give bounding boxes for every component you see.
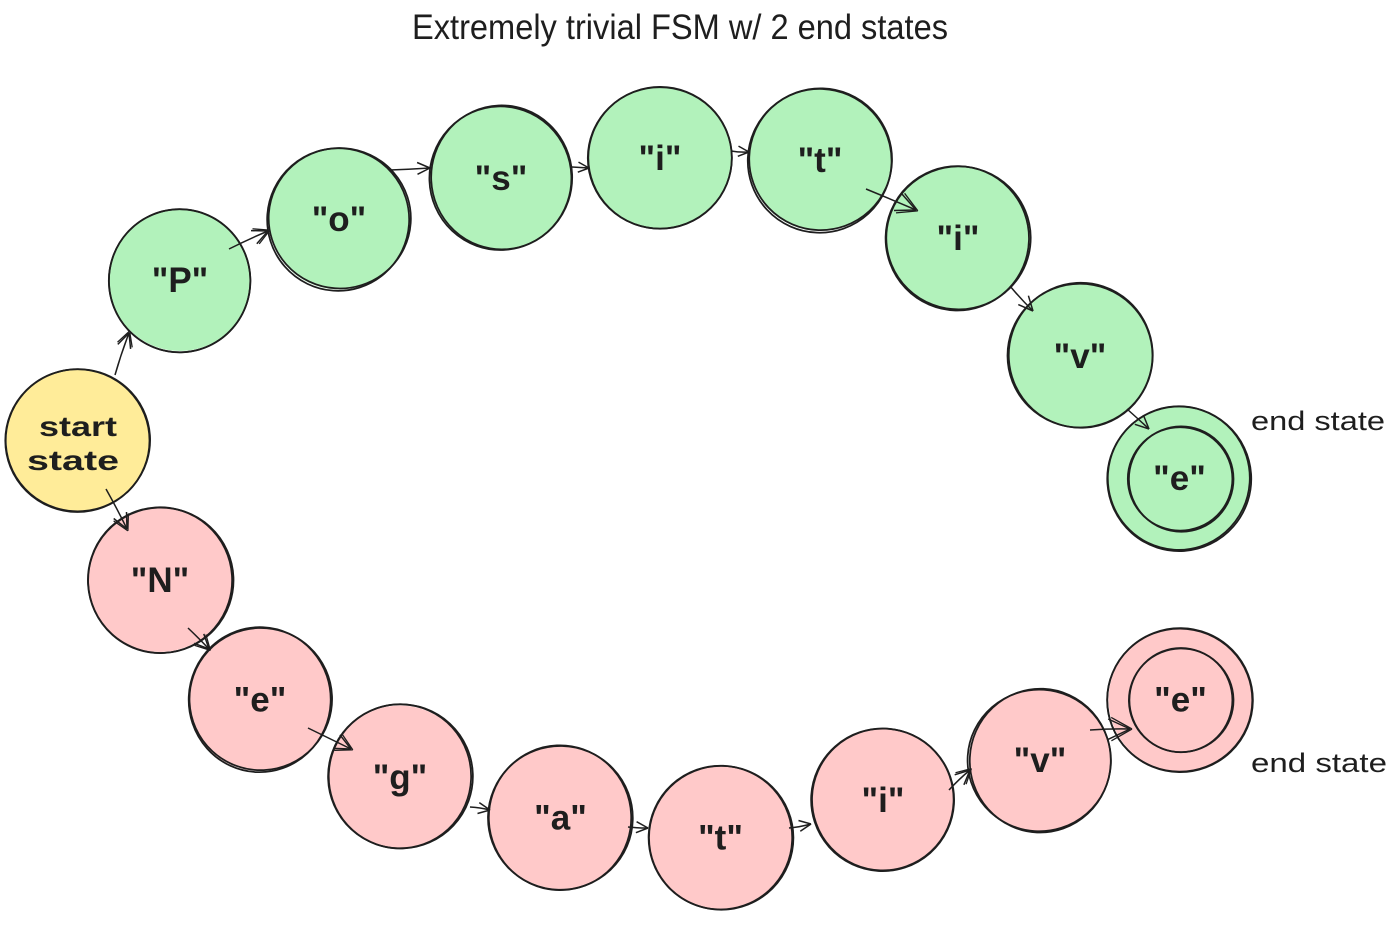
svg-text:"t": "t" [698,819,743,858]
svg-text:"t": "t" [798,141,843,180]
svg-text:end state: end state [1251,748,1387,778]
svg-text:"g": "g" [373,758,428,797]
svg-text:"a": "a" [534,799,587,838]
svg-text:"P": "P" [152,261,209,300]
svg-text:"i": "i" [862,781,905,820]
svg-text:"e": "e" [234,681,287,720]
svg-text:state: state [27,445,119,476]
svg-text:"e": "e" [1153,459,1206,498]
svg-text:"o": "o" [312,200,367,239]
svg-text:"e": "e" [1154,681,1207,720]
svg-text:"i": "i" [639,139,682,178]
svg-text:"v": "v" [1054,337,1107,376]
svg-text:"N": "N" [131,561,189,600]
svg-text:"s": "s" [475,159,528,198]
svg-text:"i": "i" [937,219,980,258]
svg-text:"v": "v" [1014,741,1067,780]
svg-text:end state: end state [1251,406,1385,436]
svg-text:start: start [39,411,117,442]
svg-text:Extremely trivial FSM w/ 2 end: Extremely trivial FSM w/ 2 end states [412,8,948,47]
